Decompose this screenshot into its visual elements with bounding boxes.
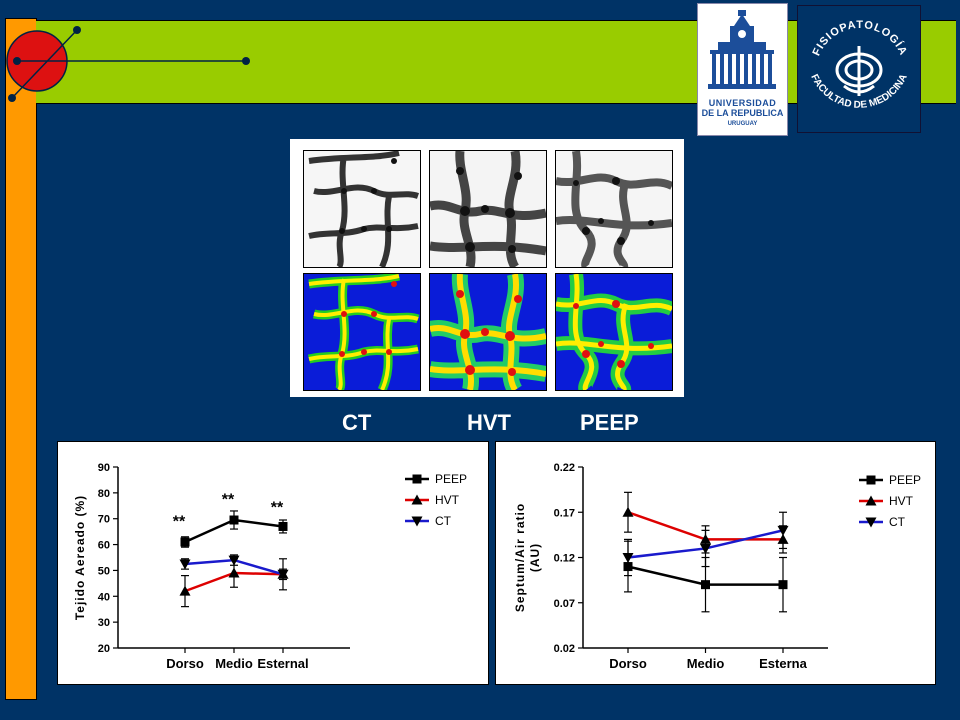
image-label-peep: PEEP [580, 410, 639, 435]
legend-marker-0-2 [411, 516, 423, 527]
chart-septum-air: 0.02 0.07 0.12 0.17 0.22 Dorso Medio Esterna Sep… [495, 441, 936, 685]
x-tick-label-0-1: Medio [215, 656, 253, 671]
micrograph-peep-gray [555, 150, 673, 268]
data-point-0-ct-2 [277, 569, 289, 580]
microscopy-panel [290, 139, 684, 397]
y-axis-label-0: Tejido Aereado (%) [73, 495, 87, 620]
y-tick-label-1-4: 0.22 [554, 462, 575, 474]
data-point-1-ct-0 [622, 553, 634, 563]
y-axis-label-1-line1: Septum/Air ratio [513, 503, 527, 612]
data-point-1-ct-1 [700, 543, 711, 554]
data-point-1-hvt-0 [622, 506, 634, 517]
decor-circle-graphic [6, 26, 250, 102]
annotation-0-0: ** [173, 513, 186, 530]
legend-marker-1-0 [866, 475, 876, 485]
data-point-1-ct-2 [777, 525, 789, 536]
y-tick-label-0-4: 60 [98, 540, 110, 552]
annotation-0-2: ** [271, 499, 284, 516]
legend-label-0-2: CT [435, 514, 452, 528]
fisiopatologia-emblem-icon: FISIOPATOLOGÍA FACULTAD DE MEDICINA [808, 19, 909, 111]
y-axis-label-1-line2: (AU) [528, 543, 542, 572]
x-tick-label-1-0: Dorso [609, 656, 647, 671]
data-point-0-hvt-0 [179, 585, 191, 596]
data-point-0-hvt-1 [228, 567, 240, 578]
data-point-0-ct-0 [179, 559, 191, 570]
image-label-hvt: HVT [467, 410, 511, 435]
logo-line3: URUGUAY [727, 120, 758, 127]
legend-label-1-2: CT [889, 515, 906, 529]
x-tick-label-0-2: Esternal [257, 656, 308, 671]
annotation-0-1: ** [222, 491, 235, 508]
y-tick-label-0-6: 80 [98, 488, 110, 500]
x-tick-label-1-2: Esterna [759, 656, 807, 671]
universidad-logo: UNIVERSIDAD DE LA REPUBLICA URUGUAY [697, 3, 788, 136]
data-point-1-peep-1 [701, 580, 710, 590]
heatmap-ct [303, 273, 421, 391]
legend-item-0-hvt: HVT [405, 493, 460, 507]
legend-item-0-peep: PEEP [405, 472, 467, 486]
heatmap-peep [555, 273, 673, 391]
data-point-1-peep-2 [778, 580, 788, 590]
image-label-ct: CT [342, 410, 372, 435]
legend-item-1-ct: CT [859, 515, 906, 529]
y-tick-label-0-1: 30 [98, 617, 110, 629]
data-point-0-peep-0 [180, 537, 190, 547]
legend-marker-0-1 [411, 494, 423, 505]
legend-item-0-ct: CT [405, 514, 452, 528]
micrograph-hvt-gray [429, 150, 547, 268]
y-tick-label-1-2: 0.12 [554, 553, 575, 565]
chart-septum-air-svg: 0.02 0.07 0.12 0.17 0.22 Dorso Medio Esterna Sep… [513, 462, 921, 671]
data-point-0-peep-2 [278, 521, 288, 531]
legend-label-1-0: PEEP [889, 473, 921, 487]
legend-item-1-hvt: HVT [859, 494, 914, 508]
legend-marker-1-2 [865, 517, 877, 528]
building-icon [708, 10, 776, 89]
chart-tejido-aereado: 20 30 40 50 60 70 80 90 Dorso Medio Esternal Tejido… [57, 441, 489, 685]
logo-line1: UNIVERSIDAD [708, 98, 777, 108]
fisiopatologia-logo: FISIOPATOLOGÍA FACULTAD DE MEDICINA [797, 5, 921, 133]
x-tick-label-1-1: Medio [687, 656, 725, 671]
y-tick-label-0-3: 50 [98, 565, 110, 577]
x-tick-label-0-0: Dorso [166, 656, 204, 671]
legend-marker-1-1 [865, 495, 877, 506]
y-tick-label-1-1: 0.07 [554, 598, 575, 610]
y-tick-label-0-0: 20 [98, 643, 110, 655]
chart-tejido-aereado-svg: 20 30 40 50 60 70 80 90 Dorso Medio Esternal Tejido… [73, 462, 467, 671]
orange-vertical-bar [5, 18, 37, 700]
y-tick-label-1-0: 0.02 [554, 643, 575, 655]
legend-label-1-1: HVT [889, 494, 914, 508]
legend-label-0-1: HVT [435, 493, 460, 507]
logo-line2: DE LA REPUBLICA [701, 107, 784, 118]
legend-marker-0-0 [412, 474, 422, 484]
data-point-0-peep-1 [229, 515, 239, 525]
y-tick-label-1-3: 0.17 [554, 507, 575, 519]
y-tick-label-0-2: 40 [98, 591, 110, 603]
y-tick-label-0-5: 70 [98, 514, 110, 526]
legend-item-1-peep: PEEP [859, 473, 921, 487]
legend-label-0-0: PEEP [435, 472, 467, 486]
y-tick-label-0-7: 90 [98, 462, 110, 474]
data-point-0-ct-1 [228, 555, 240, 566]
micrograph-ct-gray [303, 150, 421, 268]
heatmap-hvt [429, 273, 547, 391]
